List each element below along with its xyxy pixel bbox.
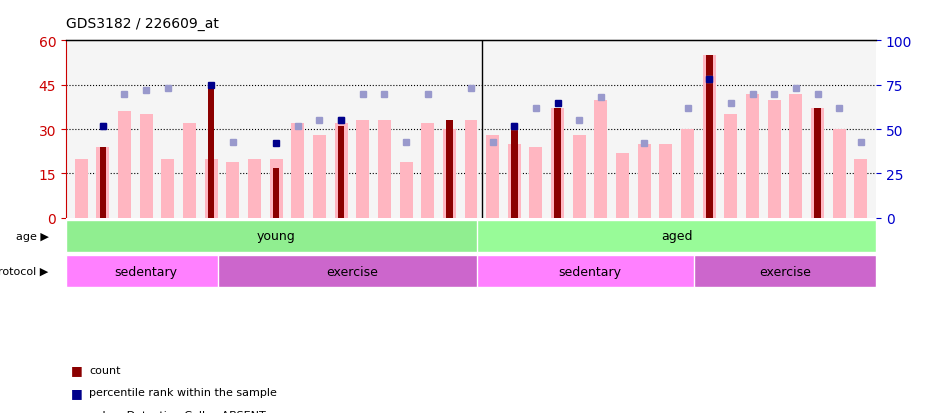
Bar [447,121,452,218]
Text: sedentary: sedentary [559,265,622,278]
Bar [96,147,109,218]
Text: ■: ■ [71,363,82,376]
Bar [334,124,348,218]
Bar [399,162,413,218]
Text: young: young [256,230,296,242]
Bar [378,121,391,218]
Bar [811,109,824,218]
Bar [356,121,369,218]
Bar [703,56,716,218]
Text: ■: ■ [71,408,82,413]
Bar [74,159,88,218]
Bar [313,136,326,218]
Bar [681,130,694,218]
Bar [706,56,712,218]
Bar [208,85,215,218]
Bar [638,145,651,218]
Text: exercise: exercise [759,265,811,278]
Bar [616,153,629,218]
Bar [512,130,517,218]
Bar [248,159,261,218]
Bar [464,121,478,218]
Text: ■: ■ [71,386,82,399]
Text: GDS3182 / 226609_at: GDS3182 / 226609_at [66,17,219,31]
FancyBboxPatch shape [478,256,703,287]
Text: exercise: exercise [326,265,378,278]
Text: percentile rank within the sample: percentile rank within the sample [89,387,277,397]
Text: sedentary: sedentary [115,265,178,278]
FancyBboxPatch shape [218,256,486,287]
FancyBboxPatch shape [694,256,876,287]
Bar [226,162,239,218]
Bar [746,95,759,218]
Bar [594,100,608,218]
Bar [118,112,131,218]
Bar [833,130,846,218]
Bar [421,124,434,218]
Text: age ▶: age ▶ [16,231,49,241]
Bar [100,147,106,218]
Bar [338,127,344,218]
Bar [273,168,279,218]
Text: protocol ▶: protocol ▶ [0,266,49,276]
Bar [724,115,738,218]
FancyBboxPatch shape [66,220,486,252]
Bar [659,145,673,218]
Bar [443,130,456,218]
FancyBboxPatch shape [478,220,876,252]
Bar [508,145,521,218]
Bar [551,109,564,218]
Bar [555,109,560,218]
Bar [529,147,543,218]
FancyBboxPatch shape [66,256,226,287]
Bar [486,136,499,218]
Bar [768,100,781,218]
Bar [183,124,196,218]
Text: value, Detection Call = ABSENT: value, Detection Call = ABSENT [89,410,267,413]
Bar [269,159,283,218]
Bar [573,136,586,218]
Bar [789,95,803,218]
Text: count: count [89,365,121,375]
Bar [291,124,304,218]
Text: aged: aged [661,230,692,242]
Bar [139,115,153,218]
Bar [161,159,174,218]
Bar [204,159,218,218]
Bar [854,159,868,218]
Bar [814,109,820,218]
